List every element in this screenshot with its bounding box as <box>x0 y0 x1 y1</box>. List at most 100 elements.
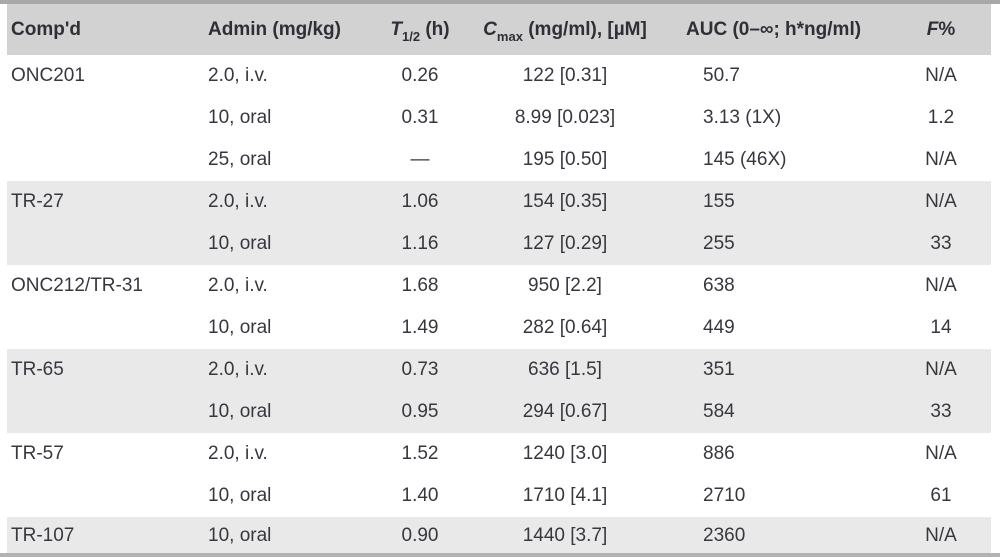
cell-t-half: — <box>379 139 461 181</box>
cell-f-percent: N/A <box>891 139 991 181</box>
cell-compound <box>7 475 203 517</box>
cell-compound: TR-107 <box>7 517 203 553</box>
cell-admin: 2.0, i.v. <box>203 55 379 97</box>
cell-auc: 155 <box>669 181 891 223</box>
cell-compound: TR-65 <box>7 349 203 391</box>
cell-compound: ONC201 <box>7 55 203 97</box>
table-row: 10, oral 1.49 282 [0.64] 449 14 <box>7 307 991 349</box>
header-row: Comp'd Admin (mg/kg) T1/2 (h) Cmax (mg/m… <box>7 4 991 55</box>
cell-compound <box>7 307 203 349</box>
cell-t-half: 0.26 <box>379 55 461 97</box>
cell-t-half: 1.68 <box>379 265 461 307</box>
cell-f-percent: 1.2 <box>891 97 991 139</box>
header-t-half-units: (h) <box>420 18 450 40</box>
cell-f-percent: N/A <box>891 181 991 223</box>
cell-compound <box>7 97 203 139</box>
table-row: 10, oral 1.16 127 [0.29] 255 33 <box>7 223 991 265</box>
table-header: Comp'd Admin (mg/kg) T1/2 (h) Cmax (mg/m… <box>7 4 991 55</box>
cell-cmax: 1710 [4.1] <box>461 475 669 517</box>
cell-t-half: 0.90 <box>379 517 461 553</box>
header-compound-label: Comp'd <box>11 18 81 40</box>
header-auc: AUC (0–∞; h*ng/ml) <box>669 4 891 55</box>
header-admin-label: Admin (mg/kg) <box>208 18 341 40</box>
cell-auc: 3.13 (1X) <box>669 97 891 139</box>
cell-auc: 886 <box>669 433 891 475</box>
cell-t-half: 1.06 <box>379 181 461 223</box>
header-f-symbol: F <box>926 18 939 40</box>
cell-admin: 2.0, i.v. <box>203 181 379 223</box>
header-f-percent: F% <box>891 4 991 55</box>
header-compound: Comp'd <box>7 4 203 55</box>
cell-cmax: 1440 [3.7] <box>461 517 669 553</box>
header-t-half-symbol: T <box>390 18 402 40</box>
cell-compound: TR-27 <box>7 181 203 223</box>
cell-f-percent: N/A <box>891 433 991 475</box>
cell-admin: 25, oral <box>203 139 379 181</box>
cell-cmax: 950 [2.2] <box>461 265 669 307</box>
cell-cmax: 1240 [3.0] <box>461 433 669 475</box>
cell-admin: 2.0, i.v. <box>203 265 379 307</box>
cell-auc: 2710 <box>669 475 891 517</box>
table-row: TR-57 2.0, i.v. 1.52 1240 [3.0] 886 N/A <box>7 433 991 475</box>
cell-t-half: 0.31 <box>379 97 461 139</box>
table-row: TR-65 2.0, i.v. 0.73 636 [1.5] 351 N/A <box>7 349 991 391</box>
cell-f-percent: 33 <box>891 223 991 265</box>
cell-t-half: 1.52 <box>379 433 461 475</box>
cell-cmax: 636 [1.5] <box>461 349 669 391</box>
table-row: TR-107 10, oral 0.90 1440 [3.7] 2360 N/A <box>7 517 991 553</box>
cell-admin: 10, oral <box>203 475 379 517</box>
cell-cmax: 8.99 [0.023] <box>461 97 669 139</box>
header-cmax: Cmax (mg/ml), [µM] <box>461 4 669 55</box>
cell-f-percent: N/A <box>891 55 991 97</box>
cell-f-percent: 14 <box>891 307 991 349</box>
table-row: 10, oral 0.95 294 [0.67] 584 33 <box>7 391 991 433</box>
cell-auc: 255 <box>669 223 891 265</box>
pharmacokinetics-table: Comp'd Admin (mg/kg) T1/2 (h) Cmax (mg/m… <box>7 4 991 553</box>
cell-compound: ONC212/TR-31 <box>7 265 203 307</box>
header-admin: Admin (mg/kg) <box>203 4 379 55</box>
table-row: ONC201 2.0, i.v. 0.26 122 [0.31] 50.7 N/A <box>7 55 991 97</box>
cell-admin: 10, oral <box>203 517 379 553</box>
cell-auc: 145 (46X) <box>669 139 891 181</box>
header-t-half-subscript: 1/2 <box>401 29 421 45</box>
cell-cmax: 195 [0.50] <box>461 139 669 181</box>
cell-auc: 584 <box>669 391 891 433</box>
cell-admin: 10, oral <box>203 307 379 349</box>
cell-f-percent: 61 <box>891 475 991 517</box>
cell-auc: 351 <box>669 349 891 391</box>
cell-admin: 2.0, i.v. <box>203 433 379 475</box>
cell-t-half: 0.95 <box>379 391 461 433</box>
cell-cmax: 154 [0.35] <box>461 181 669 223</box>
cell-t-half: 1.16 <box>379 223 461 265</box>
cell-f-percent: N/A <box>891 265 991 307</box>
header-cmax-symbol: C <box>483 18 497 40</box>
table-row: TR-27 2.0, i.v. 1.06 154 [0.35] 155 N/A <box>7 181 991 223</box>
cell-t-half: 0.73 <box>379 349 461 391</box>
cell-f-percent: 33 <box>891 391 991 433</box>
header-cmax-subscript: max <box>496 29 523 45</box>
header-t-half: T1/2 (h) <box>379 4 461 55</box>
cell-cmax: 294 [0.67] <box>461 391 669 433</box>
table-row: ONC212/TR-31 2.0, i.v. 1.68 950 [2.2] 638 N/A <box>7 265 991 307</box>
table-row: 10, oral 0.31 8.99 [0.023] 3.13 (1X) 1.2 <box>7 97 991 139</box>
cell-auc: 449 <box>669 307 891 349</box>
cell-compound <box>7 391 203 433</box>
cell-admin: 2.0, i.v. <box>203 349 379 391</box>
cell-compound <box>7 223 203 265</box>
cell-f-percent: N/A <box>891 517 991 553</box>
header-cmax-units: (mg/ml), [µM] <box>522 18 647 40</box>
cell-cmax: 282 [0.64] <box>461 307 669 349</box>
header-f-percent-sign: % <box>938 18 956 40</box>
cell-t-half: 1.49 <box>379 307 461 349</box>
table-row: 10, oral 1.40 1710 [4.1] 2710 61 <box>7 475 991 517</box>
header-auc-label: AUC (0–∞; h*ng/ml) <box>686 18 862 40</box>
cell-cmax: 127 [0.29] <box>461 223 669 265</box>
cell-auc: 2360 <box>669 517 891 553</box>
table-body: ONC201 2.0, i.v. 0.26 122 [0.31] 50.7 N/A 10, … <box>7 55 991 553</box>
cell-compound <box>7 139 203 181</box>
cell-admin: 10, oral <box>203 391 379 433</box>
cell-auc: 50.7 <box>669 55 891 97</box>
cell-f-percent: N/A <box>891 349 991 391</box>
cell-cmax: 122 [0.31] <box>461 55 669 97</box>
